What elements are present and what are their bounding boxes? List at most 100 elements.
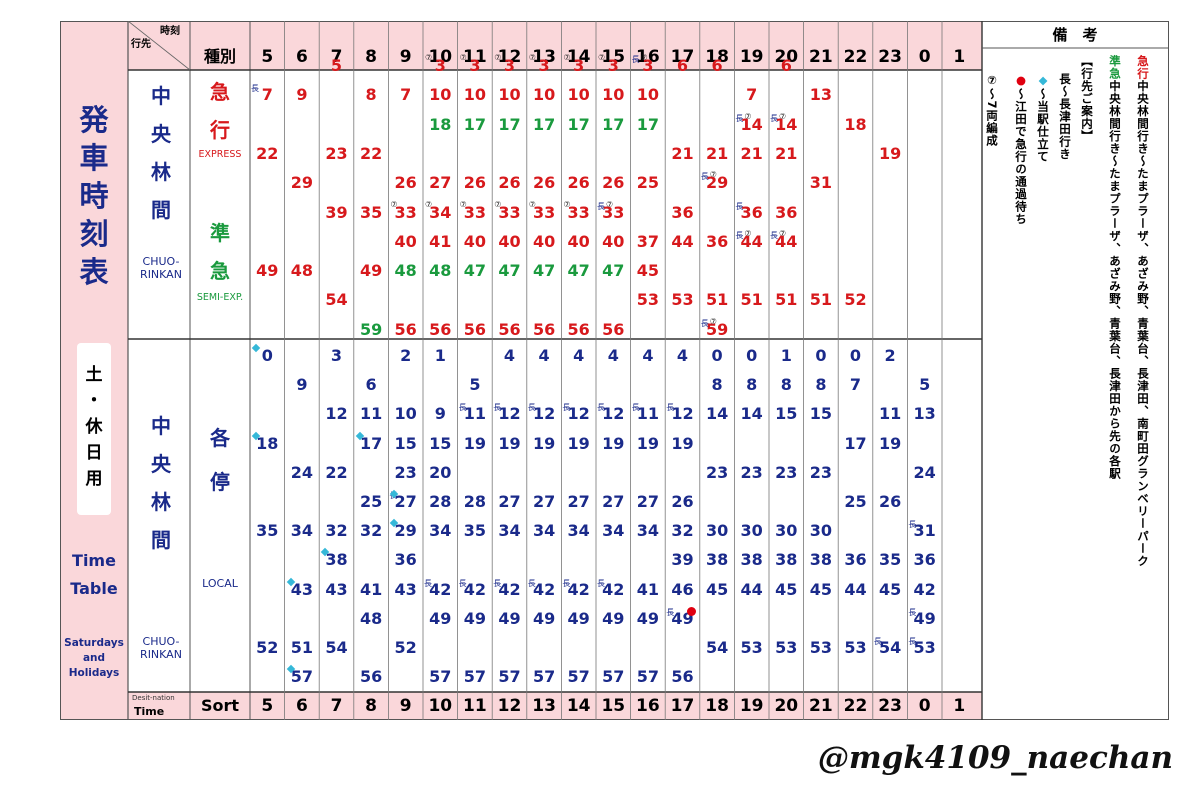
destination-char: 林 bbox=[151, 160, 171, 184]
departure-minute: 23 bbox=[325, 143, 348, 163]
nagatsuta-mark: 長 bbox=[251, 84, 259, 94]
departure-minute: 40 bbox=[602, 231, 625, 251]
departure-minute: 28 bbox=[429, 492, 452, 511]
departure-minute: 51 bbox=[290, 638, 314, 657]
departure-minute: 26 bbox=[532, 173, 556, 193]
departure-minute: 42 bbox=[498, 579, 521, 599]
departure-minute: 23 bbox=[740, 462, 763, 482]
departure-minute: 1 bbox=[434, 346, 446, 365]
departure-minute: 39 bbox=[325, 202, 348, 222]
departure-minute: 24 bbox=[913, 462, 936, 482]
departure-minute: 26 bbox=[567, 173, 590, 193]
destination-char: 中 bbox=[151, 414, 171, 438]
departure-minute: 4 bbox=[538, 346, 550, 365]
outer-border bbox=[60, 21, 1169, 720]
corner-destination-label: 行先 bbox=[131, 39, 151, 50]
departure-minute: 37 bbox=[636, 231, 660, 251]
semi-express-label: 準 急 bbox=[190, 214, 250, 290]
lower-destination-en: CHUO- RINKAN bbox=[132, 635, 190, 661]
nagatsuta-mark: 長 bbox=[735, 230, 744, 240]
departure-minute: 12 bbox=[671, 404, 694, 424]
corner-time-label: 時刻 bbox=[160, 26, 180, 37]
remark-note: 長～長津田行き bbox=[1058, 73, 1072, 161]
departure-minute: 43 bbox=[325, 579, 348, 599]
departure-minute: 49 bbox=[567, 608, 590, 628]
departure-minute: 34 bbox=[498, 521, 521, 541]
hour-footer: 1 bbox=[953, 696, 966, 716]
remark-note: ◆～当駅仕立て bbox=[1036, 73, 1050, 703]
remark-note: ●～江田で急行の通過待ち bbox=[1014, 73, 1028, 703]
nagatsuta-mark: 長 bbox=[458, 578, 467, 588]
local-char: 各 bbox=[210, 426, 230, 450]
title-char: 発 bbox=[79, 103, 109, 137]
remark-body: ～江田で急行の通過待ち bbox=[1014, 88, 1028, 226]
departure-minute: 4 bbox=[607, 346, 619, 365]
departure-minute: 4 bbox=[642, 346, 654, 365]
departure-minute: 12 bbox=[532, 404, 556, 424]
departure-minute: 51 bbox=[705, 290, 729, 310]
seven-car-mark: ⑦ bbox=[640, 53, 648, 62]
departure-minute: 18 bbox=[429, 114, 452, 134]
departure-minute: 0 bbox=[815, 346, 827, 365]
express-char: 行 bbox=[210, 118, 230, 142]
departure-minute: 10 bbox=[532, 85, 556, 105]
departure-minute: 28 bbox=[463, 492, 487, 511]
departure-minute: 56 bbox=[394, 319, 417, 339]
departure-minute: 54 bbox=[705, 638, 729, 657]
title-char: 表 bbox=[79, 255, 109, 289]
departure-minute: 45 bbox=[775, 579, 798, 599]
nagatsuta-mark: 長 bbox=[631, 403, 640, 413]
departure-minute: 5 bbox=[330, 56, 343, 75]
departure-minute: 33 bbox=[602, 202, 625, 222]
departure-minute: 26 bbox=[394, 173, 417, 193]
departure-minute: 40 bbox=[463, 231, 487, 251]
departure-minute: 23 bbox=[775, 462, 798, 482]
departure-minute: 34 bbox=[290, 521, 314, 541]
day-type-en: Saturdays and Holidays bbox=[60, 636, 128, 681]
departure-minute: 20 bbox=[429, 462, 452, 482]
departure-minute: 38 bbox=[740, 550, 763, 570]
hour-footer: 13 bbox=[532, 696, 556, 716]
nagatsuta-mark: 長 bbox=[873, 637, 882, 646]
departure-minute: 57 bbox=[429, 667, 452, 687]
express-en: EXPRESS bbox=[198, 149, 242, 160]
departure-minute: 48 bbox=[359, 608, 383, 628]
title-en: Time Table bbox=[60, 547, 128, 603]
departure-minute: 45 bbox=[705, 579, 729, 599]
departure-minute: 42 bbox=[429, 579, 452, 599]
nagatsuta-mark: 長 bbox=[700, 172, 709, 182]
title-char: 車 bbox=[79, 141, 109, 175]
departure-minute: 23 bbox=[705, 462, 729, 482]
local-char: 停 bbox=[210, 470, 230, 494]
day-type-char: ・ bbox=[85, 391, 103, 411]
seven-car-mark: ⑦ bbox=[425, 53, 433, 62]
departure-minute: 26 bbox=[463, 173, 487, 193]
departure-minute: 54 bbox=[878, 638, 902, 657]
hour-footer: 9 bbox=[399, 696, 412, 716]
departure-minute: 56 bbox=[567, 319, 590, 339]
departure-minute: 18 bbox=[256, 433, 279, 453]
day-type-en-line: Holidays bbox=[68, 667, 120, 679]
corner-diagonal bbox=[127, 21, 191, 71]
departure-minute: 36 bbox=[394, 550, 417, 570]
seven-car-mark: ⑦ bbox=[494, 199, 502, 209]
seven-car-mark: ⑦ bbox=[459, 53, 467, 62]
departure-minute: 49 bbox=[602, 608, 625, 628]
departure-minute: 49 bbox=[429, 608, 452, 628]
departure-minute: 6 bbox=[365, 375, 377, 395]
departure-minute: 53 bbox=[636, 290, 660, 310]
departure-minute: 22 bbox=[359, 143, 383, 163]
hour-footer: 21 bbox=[809, 696, 833, 716]
departure-minute: 17 bbox=[359, 433, 383, 453]
departure-minute: 51 bbox=[740, 290, 763, 310]
departure-minute: 17 bbox=[602, 114, 625, 134]
departure-minute: 17 bbox=[567, 114, 590, 134]
departure-minute: 32 bbox=[359, 521, 383, 541]
departure-minute: 15 bbox=[394, 433, 417, 453]
departure-minute: 57 bbox=[567, 667, 590, 687]
departure-minute: 10 bbox=[463, 85, 487, 105]
departure-minute: 42 bbox=[463, 579, 487, 599]
departure-minute: 33 bbox=[532, 202, 556, 222]
departure-minute: 57 bbox=[463, 667, 487, 687]
title-block: 発 車 時 刻 表 土 ・ 休 日 用 Time Table Saturdays… bbox=[60, 21, 128, 720]
